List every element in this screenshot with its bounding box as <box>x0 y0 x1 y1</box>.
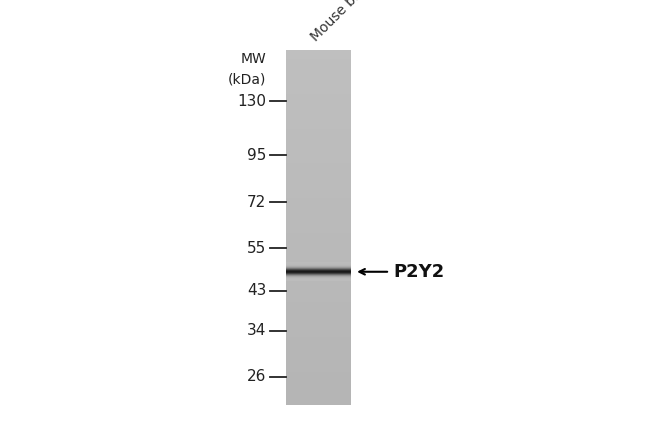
Text: 95: 95 <box>247 148 266 162</box>
Text: 26: 26 <box>247 369 266 384</box>
Text: P2Y2: P2Y2 <box>393 263 445 281</box>
Text: 55: 55 <box>247 241 266 256</box>
Text: (kDa): (kDa) <box>228 73 266 87</box>
Text: 72: 72 <box>247 195 266 210</box>
Text: MW: MW <box>240 51 266 65</box>
Text: 130: 130 <box>237 94 266 109</box>
Text: Mouse brain: Mouse brain <box>309 0 379 44</box>
Text: 34: 34 <box>247 323 266 338</box>
Text: 43: 43 <box>247 283 266 298</box>
